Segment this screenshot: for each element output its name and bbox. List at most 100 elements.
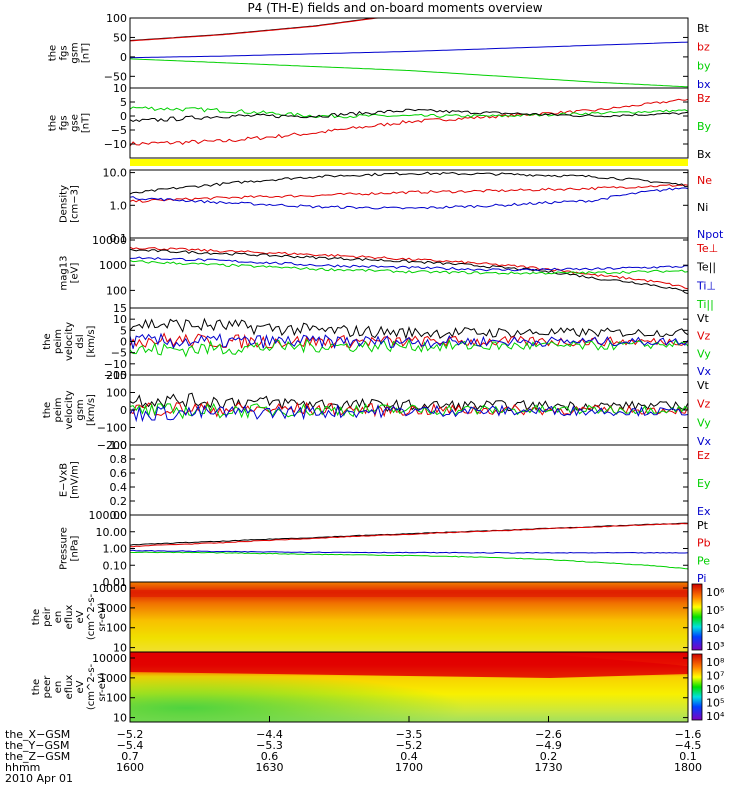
ytick-label: 0.2 bbox=[110, 495, 128, 508]
ylabel-line: eV bbox=[75, 610, 86, 623]
ylabel-line: velocity bbox=[64, 322, 75, 361]
ytick-label: −200 bbox=[97, 439, 127, 452]
velocity_dsl-series-3 bbox=[129, 332, 689, 349]
xaxis-row-label: the_Y−GSM bbox=[5, 739, 70, 752]
xtick-label-z: 0.7 bbox=[121, 750, 139, 763]
ion_spectrogram-colorbar bbox=[691, 583, 703, 651]
ylabel-line: E−VxB bbox=[59, 463, 70, 497]
xtick-label-t: 1800 bbox=[674, 761, 702, 774]
ylabel-line: [eV] bbox=[70, 263, 81, 284]
velocity_dsl-series-2 bbox=[129, 338, 689, 358]
pressure-frame bbox=[129, 514, 689, 583]
xaxis-row-label: the_Z−GSM bbox=[5, 750, 70, 763]
density-series-2 bbox=[129, 187, 689, 210]
ytick-label: 10000 bbox=[92, 652, 127, 665]
legend-temperature-3: Ti|| bbox=[696, 298, 714, 311]
ylabel-line: gse bbox=[70, 114, 81, 132]
legend-fgs_gsm-2: by bbox=[697, 59, 711, 72]
legend-velocity_dsl-2: Vy bbox=[697, 347, 711, 360]
ytick-label: 100 bbox=[106, 387, 127, 400]
electron-hot-band bbox=[130, 654, 688, 678]
legend-density-2: Npot bbox=[697, 228, 724, 241]
ytick-label: 1.0 bbox=[110, 439, 128, 452]
ytick-label: 0.01 bbox=[103, 576, 128, 589]
ylabel-line: gsm bbox=[75, 399, 86, 420]
fgs_gsm-series-1 bbox=[129, 17, 688, 42]
ylabel-line: gsm bbox=[70, 42, 81, 63]
fgs_gse-series-2 bbox=[129, 108, 689, 122]
ytick-label: 0 bbox=[120, 110, 127, 123]
pressure-series-2 bbox=[129, 551, 689, 570]
pressure-series-1 bbox=[129, 522, 689, 548]
ytick-label: −5 bbox=[111, 124, 127, 137]
ylabel-line: the bbox=[48, 115, 59, 131]
xtick-label-t: 1700 bbox=[395, 761, 423, 774]
legend-velocity_gsm-1: Vz bbox=[697, 398, 711, 411]
ylabel-line: Density bbox=[59, 185, 70, 223]
ylabel-line: velocity bbox=[64, 390, 75, 429]
ion-hot-band bbox=[130, 590, 688, 597]
ytick-label: 1.0 bbox=[110, 199, 128, 212]
ytick-label: 5 bbox=[120, 324, 127, 337]
ytick-label: 100 bbox=[106, 692, 127, 705]
ytick-label: 100 bbox=[106, 622, 127, 635]
ylabel-line: (cm^2-s- bbox=[86, 663, 97, 710]
legend-pressure-3: Pi bbox=[697, 572, 706, 585]
fgs_gsm-series-3 bbox=[129, 41, 689, 59]
ylabel-line: peim bbox=[53, 397, 64, 422]
ytick-label: 5 bbox=[120, 96, 127, 109]
xtick-label-t: 1600 bbox=[116, 761, 144, 774]
ylabel-line: eV bbox=[75, 680, 86, 693]
panel-pressure: Pt Pb Pe Pi 100.00 10.00 1.00 0.10 0.01 Pressure[… bbox=[59, 509, 711, 589]
ylabel-line: the bbox=[48, 45, 59, 61]
xtick-label-y: −5.2 bbox=[396, 739, 423, 752]
xtick-label-x: −2.6 bbox=[535, 728, 562, 741]
fgs_gse-series-1 bbox=[129, 106, 689, 119]
xtick-label-t: 1730 bbox=[535, 761, 563, 774]
ytick-label: 10 bbox=[113, 313, 127, 326]
ylabel-line: the bbox=[31, 609, 42, 625]
ytick-label: 10 bbox=[113, 712, 127, 725]
ytick-label: −10 bbox=[104, 358, 127, 371]
ytick-label: 1000 bbox=[99, 602, 127, 615]
legend-fgs_gsm-1: bz bbox=[697, 41, 710, 54]
panel-density: Ne Ni Npot 10.0 1.0 0.1 Density [cm−3] bbox=[59, 167, 724, 245]
colorbar-tick-label: 10⁶ bbox=[706, 586, 725, 599]
ytick-label: 0.1 bbox=[110, 232, 128, 245]
ytick-label: 0.0 bbox=[110, 509, 128, 522]
ytick-label: 10 bbox=[113, 642, 127, 655]
density-series-0 bbox=[129, 184, 689, 203]
colorbar-tick-label: 10³ bbox=[706, 640, 724, 653]
pressure-series-3 bbox=[129, 549, 689, 554]
ylabel-line: peir bbox=[42, 606, 53, 626]
ylabel-line: [mV/m] bbox=[70, 461, 81, 499]
legend-pressure-2: Pe bbox=[697, 554, 710, 567]
ytick-label: −15 bbox=[104, 369, 127, 382]
ylabel-line: [km/s] bbox=[86, 325, 97, 357]
legend-efield-2: Ex bbox=[697, 505, 711, 518]
ylabel-line: the bbox=[31, 679, 42, 695]
ytick-label: 10000 bbox=[92, 234, 127, 247]
xtick-label-z: 0.6 bbox=[261, 750, 279, 763]
legend-fgs_gse-1: By bbox=[697, 120, 712, 133]
ylabel-line: peim bbox=[53, 329, 64, 354]
ylabel-line: the bbox=[42, 333, 53, 349]
density-series-1 bbox=[129, 171, 689, 195]
ylabel-line: peer bbox=[42, 675, 53, 699]
ytick-label: 100.00 bbox=[89, 509, 128, 522]
legend-fgs_gse-0: Bz bbox=[697, 92, 711, 105]
ylabel-line: (cm^2-s- bbox=[86, 593, 97, 640]
ytick-label: 10.0 bbox=[103, 167, 128, 180]
ylabel-line: en bbox=[53, 681, 64, 694]
ylabel-line: Pressure bbox=[59, 527, 70, 570]
colorbar-tick-label: 10⁸ bbox=[706, 656, 725, 669]
ytick-label: 10000 bbox=[92, 582, 127, 595]
plot-title: P4 (TH-E) fields and on-board moments ov… bbox=[247, 1, 542, 15]
legend-velocity_gsm-2: Vy bbox=[697, 416, 711, 429]
fgs_gsm-series-2 bbox=[129, 58, 689, 88]
velocity_gsm-series-3 bbox=[129, 403, 689, 423]
legend-velocity_dsl-3: Vx bbox=[697, 365, 712, 378]
temperature-series-3 bbox=[129, 260, 689, 275]
